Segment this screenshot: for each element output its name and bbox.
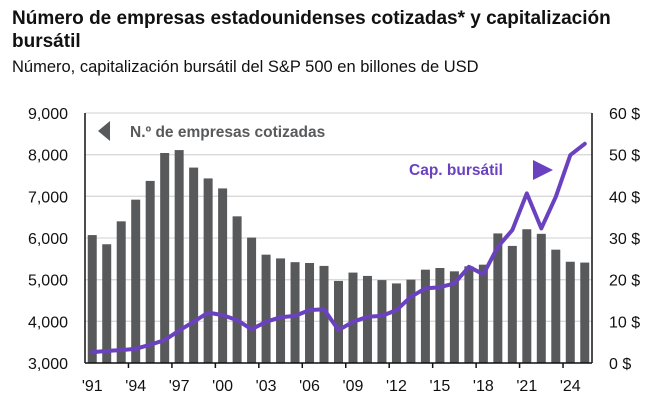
bar-2007 bbox=[319, 265, 329, 363]
left-tick-label: 8,000 bbox=[28, 148, 68, 165]
x-tick-label: '15 bbox=[429, 378, 450, 395]
bar-2020 bbox=[507, 245, 517, 363]
bar-2021 bbox=[522, 229, 532, 363]
annotation-companies: N.º de empresas cotizadas bbox=[130, 124, 325, 141]
chart-subtitle: Número, capitalización bursátil del S&P … bbox=[12, 58, 479, 76]
bar-1992 bbox=[102, 244, 112, 363]
bar-1993 bbox=[116, 221, 126, 363]
x-tick-label: '12 bbox=[386, 378, 407, 395]
axes bbox=[84, 113, 593, 364]
annotations: N.º de empresas cotizadas Cap. bursátil bbox=[98, 121, 553, 180]
bar-2006 bbox=[305, 263, 315, 363]
bar-2014 bbox=[420, 269, 430, 363]
annotation-market-cap: Cap. bursátil bbox=[409, 162, 503, 179]
x-tick-label: '09 bbox=[343, 378, 364, 395]
x-tick-label: '00 bbox=[212, 378, 233, 395]
bar-2012 bbox=[391, 283, 401, 363]
left-tick-label: 7,000 bbox=[28, 189, 68, 206]
bar-2000 bbox=[218, 188, 228, 363]
bar-2009 bbox=[348, 272, 358, 363]
bar-1999 bbox=[203, 178, 213, 363]
right-tick-label: 40 $ bbox=[609, 189, 640, 206]
left-tick-label: 4,000 bbox=[28, 314, 68, 331]
left-arrow-icon bbox=[98, 121, 110, 141]
bar-1994 bbox=[131, 199, 141, 363]
right-tick-label: 10 $ bbox=[609, 314, 640, 331]
bar-2004 bbox=[276, 258, 286, 363]
bar-2016 bbox=[449, 271, 459, 363]
right-tick-label: 20 $ bbox=[609, 273, 640, 290]
bar-2018 bbox=[478, 264, 488, 363]
x-tick-label: '06 bbox=[299, 378, 320, 395]
bar-2002 bbox=[247, 237, 257, 363]
bar-2023 bbox=[551, 249, 561, 363]
x-tick-label: '24 bbox=[560, 378, 581, 395]
left-tick-label: 6,000 bbox=[28, 231, 68, 248]
x-tick-label: '18 bbox=[473, 378, 494, 395]
bar-2003 bbox=[261, 254, 271, 363]
x-tick-label: '91 bbox=[82, 378, 103, 395]
bar-1998 bbox=[189, 167, 199, 363]
bar-1997 bbox=[174, 150, 184, 363]
x-tick-label: '21 bbox=[516, 378, 537, 395]
bar-2008 bbox=[334, 280, 343, 363]
right-tick-label: 0 $ bbox=[609, 356, 631, 373]
bar-2019 bbox=[493, 233, 503, 363]
bar-2015 bbox=[435, 268, 445, 363]
chart-title: Número de empresas estadounidenses cotiz… bbox=[12, 8, 611, 52]
bar-2011 bbox=[377, 280, 387, 363]
bar-series bbox=[87, 150, 590, 363]
right-tick-label: 50 $ bbox=[609, 148, 640, 165]
bar-2024 bbox=[565, 261, 575, 363]
left-axis-ticks: 3,000 4,000 5,000 6,000 7,000 8,000 9,000 bbox=[28, 106, 68, 373]
bar-2025 bbox=[580, 262, 590, 363]
bar-2013 bbox=[406, 279, 416, 363]
right-tick-label: 60 $ bbox=[609, 106, 640, 123]
bar-1991 bbox=[87, 235, 97, 363]
bar-2001 bbox=[232, 216, 242, 363]
x-tick-label: '03 bbox=[256, 378, 277, 395]
right-axis-ticks: 0 $ 10 $ 20 $ 30 $ 40 $ 50 $ 60 $ bbox=[609, 106, 640, 373]
bar-2017 bbox=[464, 266, 474, 363]
bar-1996 bbox=[160, 153, 170, 363]
bar-2005 bbox=[290, 262, 300, 363]
left-tick-label: 3,000 bbox=[28, 356, 68, 373]
market-cap-line bbox=[90, 141, 587, 355]
line-series bbox=[90, 141, 587, 355]
left-tick-label: 5,000 bbox=[28, 273, 68, 290]
right-arrow-icon bbox=[533, 160, 553, 180]
x-axis-ticks: '91 '94 '97 '00 '03 '06 '09 '12 '15 '18 '21 '24 bbox=[82, 363, 581, 395]
x-tick-label: '94 bbox=[125, 378, 146, 395]
right-tick-label: 30 $ bbox=[609, 231, 640, 248]
bar-2022 bbox=[536, 233, 546, 363]
x-tick-label: '97 bbox=[169, 378, 190, 395]
bar-1995 bbox=[145, 180, 155, 363]
bar-2010 bbox=[362, 275, 372, 363]
left-tick-label: 9,000 bbox=[28, 106, 68, 123]
